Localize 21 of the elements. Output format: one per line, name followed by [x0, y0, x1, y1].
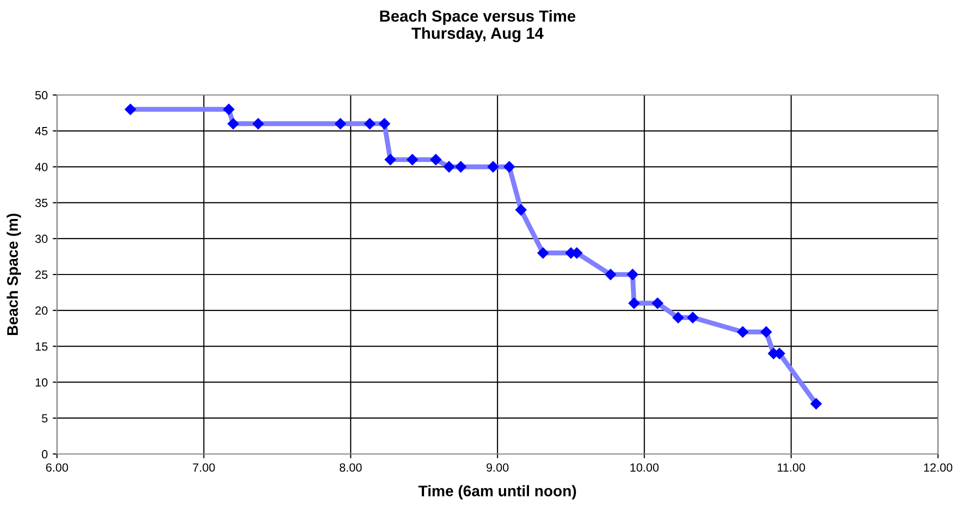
y-tick-label: 20 — [35, 306, 48, 315]
x-tick-label: 7.00 — [192, 463, 215, 472]
y-tick-label: 50 — [35, 91, 48, 100]
x-tick-label: 6.00 — [46, 463, 68, 472]
y-tick-label: 5 — [42, 414, 48, 422]
y-tick-label: 0 — [42, 450, 48, 458]
x-axis-title: Time (6am until noon) — [418, 485, 576, 500]
x-tick-label: 12.00 — [924, 463, 952, 472]
y-tick-label: 15 — [36, 342, 48, 351]
y-tick-label: 25 — [35, 270, 48, 279]
x-tick-label: 9.00 — [486, 463, 509, 472]
y-tick-label: 10 — [36, 378, 48, 387]
x-tick-label: 10.00 — [630, 463, 659, 472]
y-tick-label: 35 — [35, 198, 48, 208]
y-tick-label: 40 — [35, 162, 48, 172]
chart-title: Beach Space versus Time Thursday, Aug 14 — [380, 10, 576, 42]
y-tick-label: 30 — [35, 234, 48, 243]
y-tick-label: 45 — [35, 127, 48, 136]
x-tick-label: 8.00 — [340, 463, 362, 472]
y-axis-title: Beach Space (m) — [6, 214, 21, 336]
x-tick-label: 11.00 — [778, 463, 806, 472]
